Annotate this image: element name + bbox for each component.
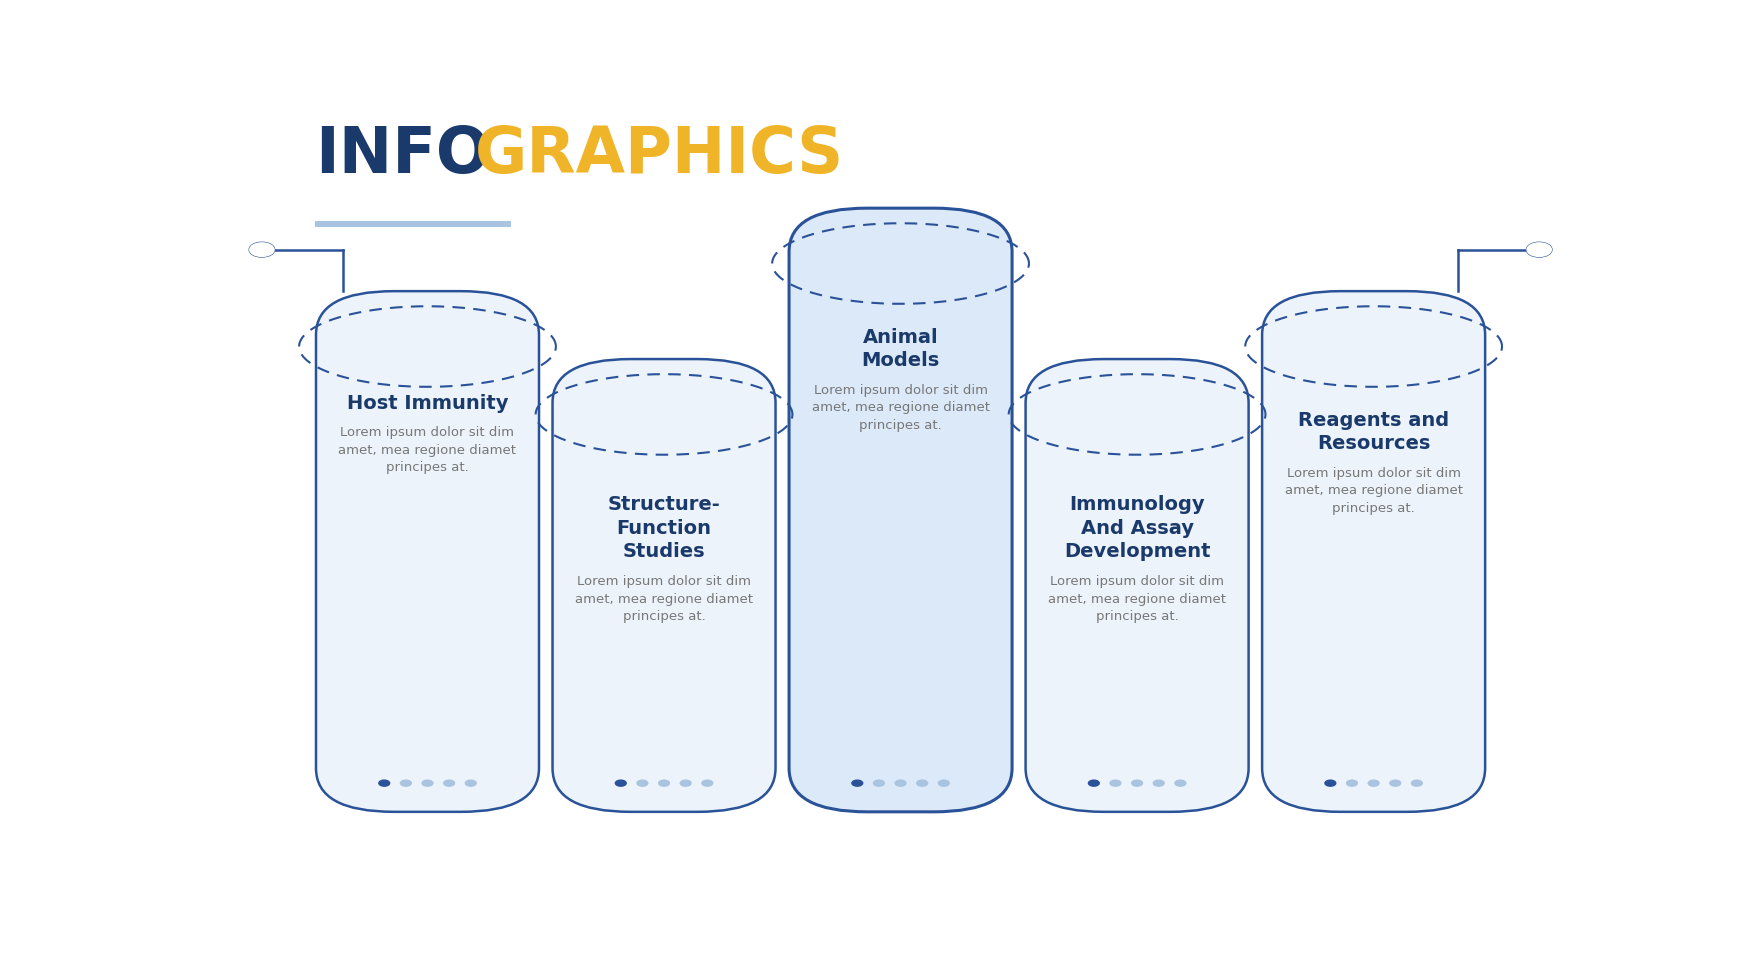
Circle shape: [874, 780, 884, 786]
FancyBboxPatch shape: [316, 291, 539, 811]
Circle shape: [378, 780, 389, 786]
Text: GRAPHICS: GRAPHICS: [474, 123, 844, 185]
Circle shape: [616, 780, 626, 786]
Circle shape: [637, 780, 647, 786]
Circle shape: [1528, 243, 1552, 257]
Circle shape: [659, 780, 670, 786]
FancyBboxPatch shape: [788, 208, 1012, 811]
Circle shape: [1132, 780, 1142, 786]
FancyBboxPatch shape: [1025, 359, 1249, 811]
Circle shape: [680, 780, 691, 786]
Text: Lorem ipsum dolor sit dim
amet, mea regione diamet
principes at.: Lorem ipsum dolor sit dim amet, mea regi…: [1048, 575, 1226, 623]
Text: Animal
Models: Animal Models: [862, 328, 940, 370]
Text: Lorem ipsum dolor sit dim
amet, mea regione diamet
principes at.: Lorem ipsum dolor sit dim amet, mea regi…: [811, 384, 989, 432]
Circle shape: [1411, 780, 1423, 786]
Circle shape: [443, 780, 455, 786]
Circle shape: [401, 780, 412, 786]
Circle shape: [422, 780, 433, 786]
Bar: [316, 220, 511, 227]
Circle shape: [917, 780, 928, 786]
FancyBboxPatch shape: [553, 359, 776, 811]
Circle shape: [1175, 780, 1186, 786]
Circle shape: [938, 780, 949, 786]
Circle shape: [466, 780, 476, 786]
Circle shape: [1088, 780, 1099, 786]
Circle shape: [701, 780, 713, 786]
Circle shape: [1109, 780, 1121, 786]
Circle shape: [851, 780, 863, 786]
FancyBboxPatch shape: [1263, 291, 1486, 811]
Circle shape: [1390, 780, 1400, 786]
Text: Structure-
Function
Studies: Structure- Function Studies: [607, 496, 720, 562]
Text: Reagents and
Resources: Reagents and Resources: [1298, 411, 1449, 454]
Circle shape: [1153, 780, 1165, 786]
Circle shape: [249, 243, 274, 257]
Circle shape: [1369, 780, 1380, 786]
Circle shape: [1325, 780, 1336, 786]
Text: Host Immunity: Host Immunity: [347, 394, 508, 414]
Text: Lorem ipsum dolor sit dim
amet, mea regione diamet
principes at.: Lorem ipsum dolor sit dim amet, mea regi…: [338, 426, 516, 474]
Text: Lorem ipsum dolor sit dim
amet, mea regione diamet
principes at.: Lorem ipsum dolor sit dim amet, mea regi…: [1285, 466, 1463, 514]
Text: INFO: INFO: [316, 123, 490, 185]
Text: Immunology
And Assay
Development: Immunology And Assay Development: [1064, 496, 1210, 562]
Text: Lorem ipsum dolor sit dim
amet, mea regione diamet
principes at.: Lorem ipsum dolor sit dim amet, mea regi…: [576, 575, 753, 623]
Circle shape: [895, 780, 905, 786]
Circle shape: [1346, 780, 1357, 786]
